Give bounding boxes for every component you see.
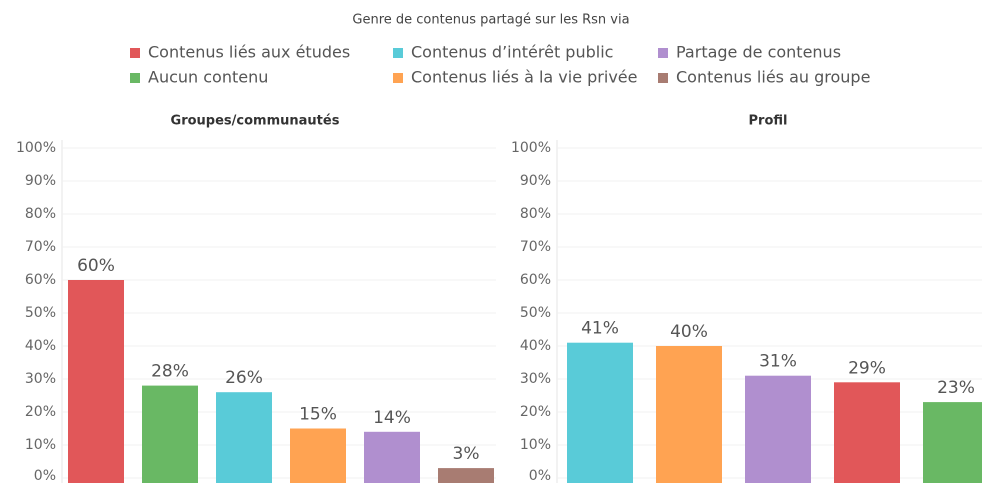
bar: [438, 468, 494, 483]
legend-label: Partage de contenus: [676, 43, 841, 62]
y-tick-label: 40%: [25, 338, 56, 354]
y-tick-label: 70%: [25, 239, 56, 255]
value-label: 60%: [77, 256, 115, 276]
bar: [68, 280, 124, 483]
bar: [216, 392, 272, 483]
bar: [290, 428, 346, 483]
y-tick-label: 0%: [529, 468, 551, 483]
panel-title: Profil: [749, 114, 788, 129]
legend-label: Contenus liés aux études: [148, 43, 350, 62]
legend-swatch: [130, 48, 140, 58]
y-tick-label: 60%: [520, 272, 551, 288]
y-tick-label: 100%: [511, 140, 551, 156]
value-label: 3%: [453, 444, 480, 464]
value-label: 29%: [848, 358, 886, 378]
chart-title: Genre de contenus partagé sur les Rsn vi…: [352, 13, 629, 28]
value-label: 40%: [670, 322, 708, 342]
y-tick-label: 80%: [25, 206, 56, 222]
bar: [834, 382, 900, 483]
value-label: 23%: [937, 378, 975, 398]
y-tick-label: 50%: [520, 305, 551, 321]
legend-swatch: [658, 73, 668, 83]
legend-label: Contenus liés à la vie privée: [411, 68, 637, 87]
y-tick-label: 60%: [25, 272, 56, 288]
value-label: 15%: [299, 405, 337, 425]
y-tick-label: 90%: [25, 173, 56, 189]
legend-label: Contenus liés au groupe: [676, 68, 870, 87]
y-tick-label: 20%: [520, 404, 551, 420]
legend-swatch: [658, 48, 668, 58]
y-tick-label: 90%: [520, 173, 551, 189]
y-tick-label: 20%: [25, 404, 56, 420]
y-tick-label: 40%: [520, 338, 551, 354]
y-tick-label: 10%: [520, 437, 551, 453]
bar: [745, 375, 811, 483]
y-tick-label: 50%: [25, 305, 56, 321]
legend-label: Contenus d’intérêt public: [411, 43, 613, 62]
legend-swatch: [130, 73, 140, 83]
bar: [364, 431, 420, 483]
y-tick-label: 70%: [520, 239, 551, 255]
value-label: 14%: [373, 408, 411, 428]
bar: [142, 385, 198, 483]
y-tick-label: 10%: [25, 437, 56, 453]
y-tick-label: 30%: [25, 371, 56, 387]
legend-swatch: [393, 48, 403, 58]
value-label: 41%: [581, 319, 619, 339]
y-tick-label: 30%: [520, 371, 551, 387]
y-tick-label: 80%: [520, 206, 551, 222]
bar: [923, 402, 982, 483]
legend-label: Aucun contenu: [148, 68, 268, 87]
value-label: 26%: [225, 368, 263, 388]
bar: [656, 346, 722, 483]
y-tick-label: 0%: [34, 468, 56, 483]
legend-swatch: [393, 73, 403, 83]
value-label: 31%: [759, 352, 797, 372]
y-tick-label: 100%: [16, 140, 56, 156]
value-label: 28%: [151, 362, 189, 382]
bar: [567, 342, 633, 483]
panel-title: Groupes/communautés: [171, 114, 340, 129]
